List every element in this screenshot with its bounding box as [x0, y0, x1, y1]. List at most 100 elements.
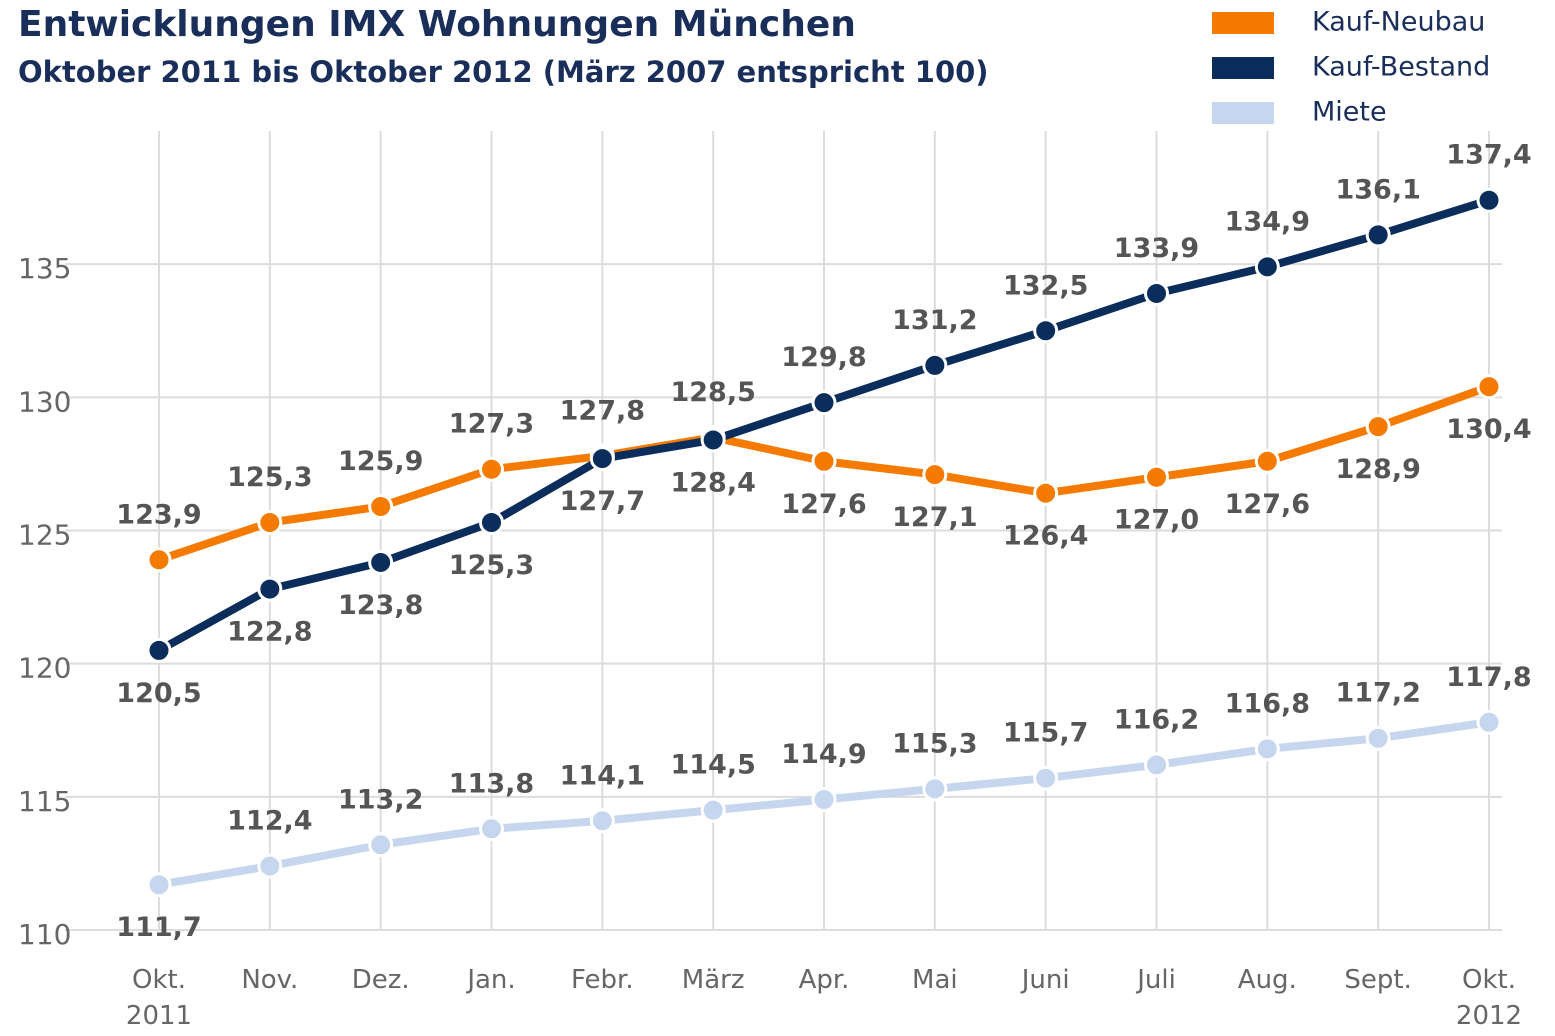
data-label: 120,5 — [116, 678, 201, 709]
data-point — [1144, 752, 1169, 778]
y-tick-label: 135 — [18, 252, 71, 285]
data-point — [1144, 280, 1169, 306]
x-tick-label: Okt. 2012 — [1455, 965, 1523, 1031]
y-tick-label: 130 — [18, 385, 71, 418]
data-point — [1144, 464, 1169, 490]
data-label: 115,3 — [892, 728, 977, 759]
data-label: 127,7 — [560, 486, 645, 517]
x-tick-label: Mai — [912, 965, 958, 995]
x-tick-label: Juli — [1137, 965, 1176, 995]
data-point — [1476, 187, 1502, 213]
data-label: 116,2 — [1114, 704, 1199, 735]
data-label: 117,8 — [1446, 662, 1531, 693]
data-label: 127,0 — [1114, 505, 1199, 536]
data-point — [257, 853, 283, 879]
data-point — [1254, 254, 1280, 280]
data-point — [479, 816, 504, 842]
data-label: 131,2 — [892, 305, 977, 336]
x-tick-label: Nov. — [241, 965, 299, 995]
data-label: 123,8 — [338, 590, 423, 621]
data-label: 114,1 — [560, 760, 645, 791]
data-label: 116,8 — [1225, 688, 1310, 719]
data-point — [589, 808, 615, 834]
data-label: 111,7 — [116, 912, 201, 943]
data-point — [811, 448, 837, 474]
data-point — [1476, 374, 1502, 400]
data-point — [811, 786, 837, 812]
data-point — [146, 637, 172, 663]
data-point — [700, 427, 726, 453]
data-label: 136,1 — [1335, 174, 1420, 205]
data-label: 128,9 — [1335, 454, 1420, 485]
data-point — [146, 872, 172, 898]
data-point — [922, 462, 948, 488]
data-point — [1476, 709, 1502, 735]
legend-swatch — [1212, 102, 1274, 124]
data-point — [1365, 414, 1391, 440]
data-label: 115,7 — [1003, 718, 1088, 749]
data-point — [1033, 480, 1059, 506]
data-label: 129,8 — [781, 342, 866, 373]
data-point — [922, 776, 948, 802]
data-label: 133,9 — [1114, 233, 1199, 264]
x-tick-label: Aug. — [1237, 965, 1297, 995]
legend-label: Kauf-Bestand — [1312, 52, 1490, 83]
data-point — [1254, 448, 1280, 474]
x-tick-label: Dez. — [351, 965, 410, 995]
data-point — [257, 510, 283, 536]
data-label: 117,2 — [1335, 678, 1420, 709]
x-tick-label: Apr. — [798, 965, 850, 995]
data-label: 137,4 — [1446, 140, 1531, 171]
data-point — [479, 456, 504, 482]
data-label: 125,9 — [338, 446, 423, 477]
legend-label: Miete — [1312, 97, 1387, 128]
x-tick-label: Febr. — [571, 965, 634, 995]
data-point — [257, 576, 283, 602]
data-point — [368, 549, 394, 575]
data-point — [368, 832, 394, 858]
data-point — [479, 510, 504, 536]
data-point — [1365, 222, 1391, 248]
data-label: 113,2 — [338, 784, 423, 815]
data-point — [700, 797, 726, 823]
data-point — [368, 494, 394, 520]
data-point — [1254, 736, 1280, 762]
x-tick-label: Sept. — [1344, 965, 1412, 995]
data-label: 125,3 — [227, 462, 312, 493]
data-point — [922, 352, 948, 378]
data-label: 128,4 — [670, 467, 755, 498]
y-tick-label: 125 — [18, 519, 71, 552]
data-label: 130,4 — [1446, 414, 1531, 445]
legend-label: Kauf-Neubau — [1312, 7, 1485, 38]
data-point — [589, 446, 615, 472]
chart-title: Entwicklungen IMX Wohnungen München — [18, 4, 856, 45]
chart-subtitle: Oktober 2011 bis Oktober 2012 (März 2007… — [18, 55, 989, 89]
data-label: 127,6 — [1225, 489, 1310, 520]
data-label: 114,9 — [781, 739, 866, 770]
y-tick-label: 120 — [18, 652, 71, 685]
x-tick-label: Okt. 2011 — [125, 965, 193, 1031]
data-point — [1365, 725, 1391, 751]
data-label: 123,9 — [116, 499, 201, 530]
data-label: 125,3 — [449, 550, 534, 581]
legend-swatch — [1212, 57, 1274, 79]
data-label: 128,5 — [670, 377, 755, 408]
data-label: 112,4 — [227, 806, 312, 837]
data-point — [1033, 765, 1059, 791]
data-point — [1033, 318, 1059, 344]
data-point — [146, 547, 172, 573]
data-label: 113,8 — [449, 768, 534, 799]
y-tick-label: 110 — [18, 918, 71, 951]
data-label: 127,3 — [449, 409, 534, 440]
x-tick-label: März — [681, 965, 745, 995]
x-tick-label: Jan. — [467, 965, 516, 995]
data-point — [811, 390, 837, 416]
data-label: 126,4 — [1003, 521, 1088, 552]
data-label: 134,9 — [1225, 206, 1310, 237]
data-label: 127,8 — [560, 395, 645, 426]
data-label: 132,5 — [1003, 270, 1088, 301]
data-label: 114,5 — [670, 750, 755, 781]
x-tick-label: Juni — [1021, 965, 1070, 995]
